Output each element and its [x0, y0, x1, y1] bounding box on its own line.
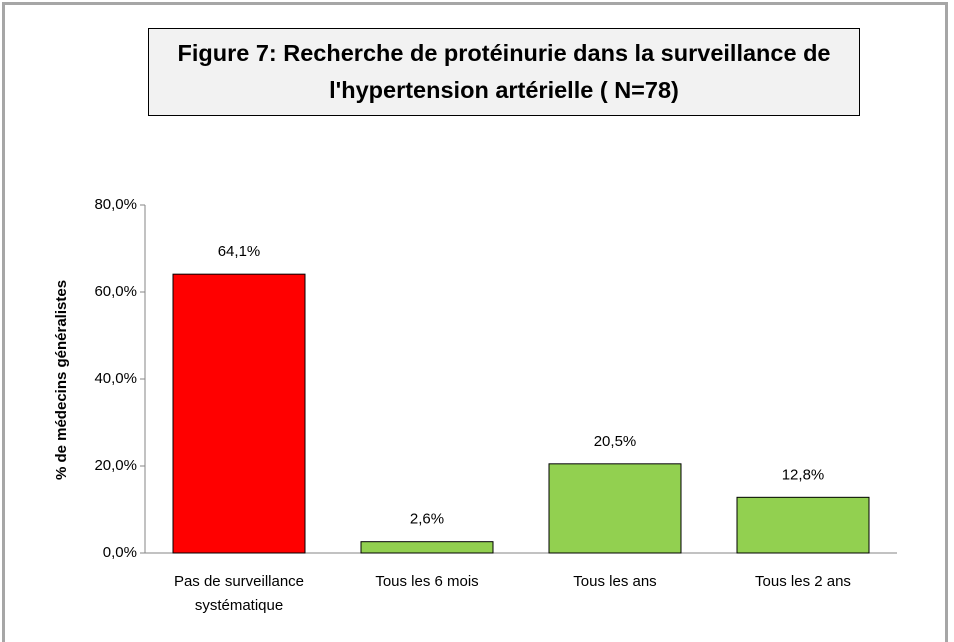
bar — [172, 273, 306, 554]
x-tick-label: Tous les 2 ans — [755, 573, 851, 590]
y-tick-label: 0,0% — [103, 544, 137, 561]
y-tick-label: 20,0% — [94, 457, 137, 474]
y-tick-label: 80,0% — [94, 196, 137, 213]
bar — [736, 496, 870, 554]
y-axis-label: % de médecins généralistes — [53, 280, 70, 480]
chart-title: Figure 7: Recherche de protéinurie dans … — [148, 28, 860, 116]
bar — [548, 463, 682, 554]
value-label: 2,6% — [410, 511, 444, 528]
x-tick-label: Tous les 6 mois — [375, 573, 479, 590]
value-label: 64,1% — [218, 243, 261, 260]
value-label: 20,5% — [594, 433, 637, 450]
y-tick-label: 60,0% — [94, 283, 137, 300]
y-tick-label: 40,0% — [94, 370, 137, 387]
x-tick-label: Tous les ans — [573, 573, 657, 590]
value-label: 12,8% — [782, 466, 825, 483]
bar — [360, 541, 494, 554]
x-tick-label: Pas de surveillance systématique — [173, 573, 305, 614]
